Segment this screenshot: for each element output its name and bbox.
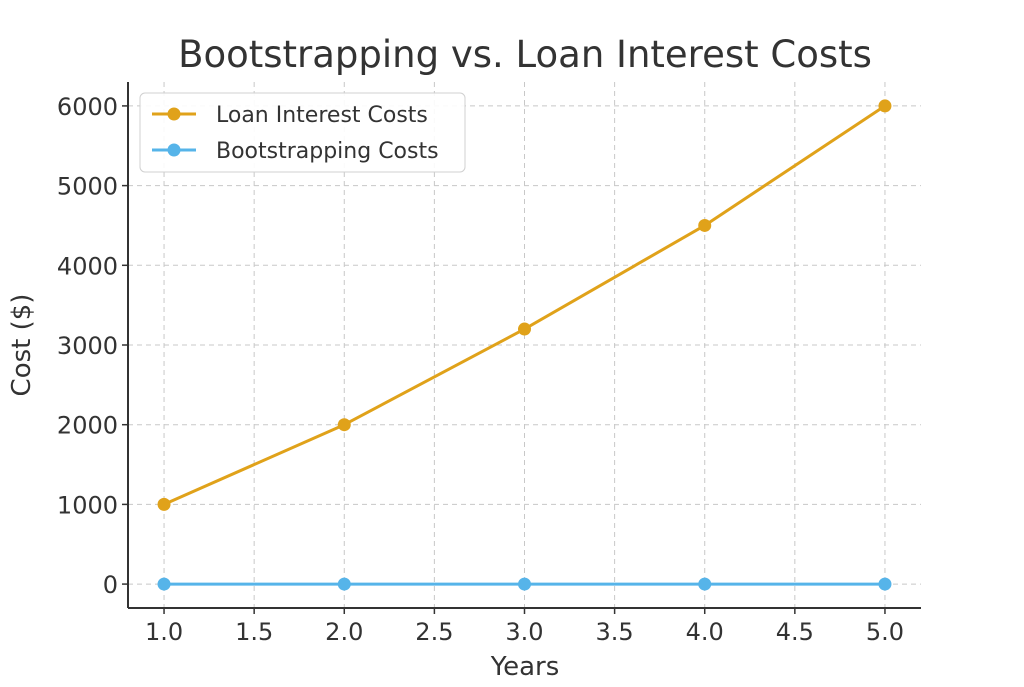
- data-point: [518, 577, 531, 591]
- data-point: [518, 322, 531, 336]
- x-tick-label: 3.0: [505, 618, 543, 646]
- data-point: [157, 577, 171, 591]
- y-tick-label: 2000: [57, 412, 118, 440]
- x-tick-label: 5.0: [866, 618, 904, 646]
- x-tick-label: 2.0: [325, 618, 363, 646]
- legend-box: [139, 92, 466, 173]
- legend-marker: [167, 143, 181, 157]
- x-tick-label: 1.0: [145, 618, 183, 646]
- y-tick-label: 6000: [57, 93, 118, 121]
- x-tick-label: 4.5: [776, 618, 814, 646]
- legend-marker: [167, 107, 181, 121]
- x-axis-label: Years: [490, 652, 560, 682]
- series-layer: [157, 99, 892, 591]
- y-tick-label: 4000: [57, 252, 118, 280]
- legend-item: Bootstrapping Costs: [152, 139, 439, 164]
- axes: 1.0 1.5 2.0 2.5 3.0 3.5 4.0 4.5 5.0 0 1000 2000 3000…: [57, 82, 921, 646]
- x-tick-label: 2.5: [415, 618, 453, 646]
- data-point: [698, 577, 712, 591]
- x-tick-label: 4.0: [686, 618, 724, 646]
- y-tick-label: 0: [103, 571, 118, 599]
- y-tick-label: 1000: [57, 491, 118, 519]
- legend-label: Loan Interest Costs: [216, 103, 428, 128]
- data-point: [157, 497, 171, 511]
- legend-label: Bootstrapping Costs: [216, 139, 439, 164]
- legend-item: Loan Interest Costs: [152, 103, 428, 128]
- y-tick-label: 5000: [57, 173, 118, 201]
- series-0: [157, 99, 892, 511]
- data-point: [878, 99, 892, 113]
- data-point: [337, 418, 351, 432]
- series-1: [157, 577, 892, 591]
- legend: Loan Interest Costs Bootstrapping Costs: [139, 92, 466, 173]
- y-tick-label: 3000: [57, 332, 118, 360]
- x-tick-label: 3.5: [596, 618, 634, 646]
- y-axis-label: Cost ($): [7, 294, 37, 397]
- chart-title: Bootstrapping vs. Loan Interest Costs: [178, 33, 872, 76]
- data-point: [337, 577, 351, 591]
- data-point: [698, 218, 712, 232]
- x-tick-label: 1.5: [235, 618, 273, 646]
- data-point: [878, 577, 892, 591]
